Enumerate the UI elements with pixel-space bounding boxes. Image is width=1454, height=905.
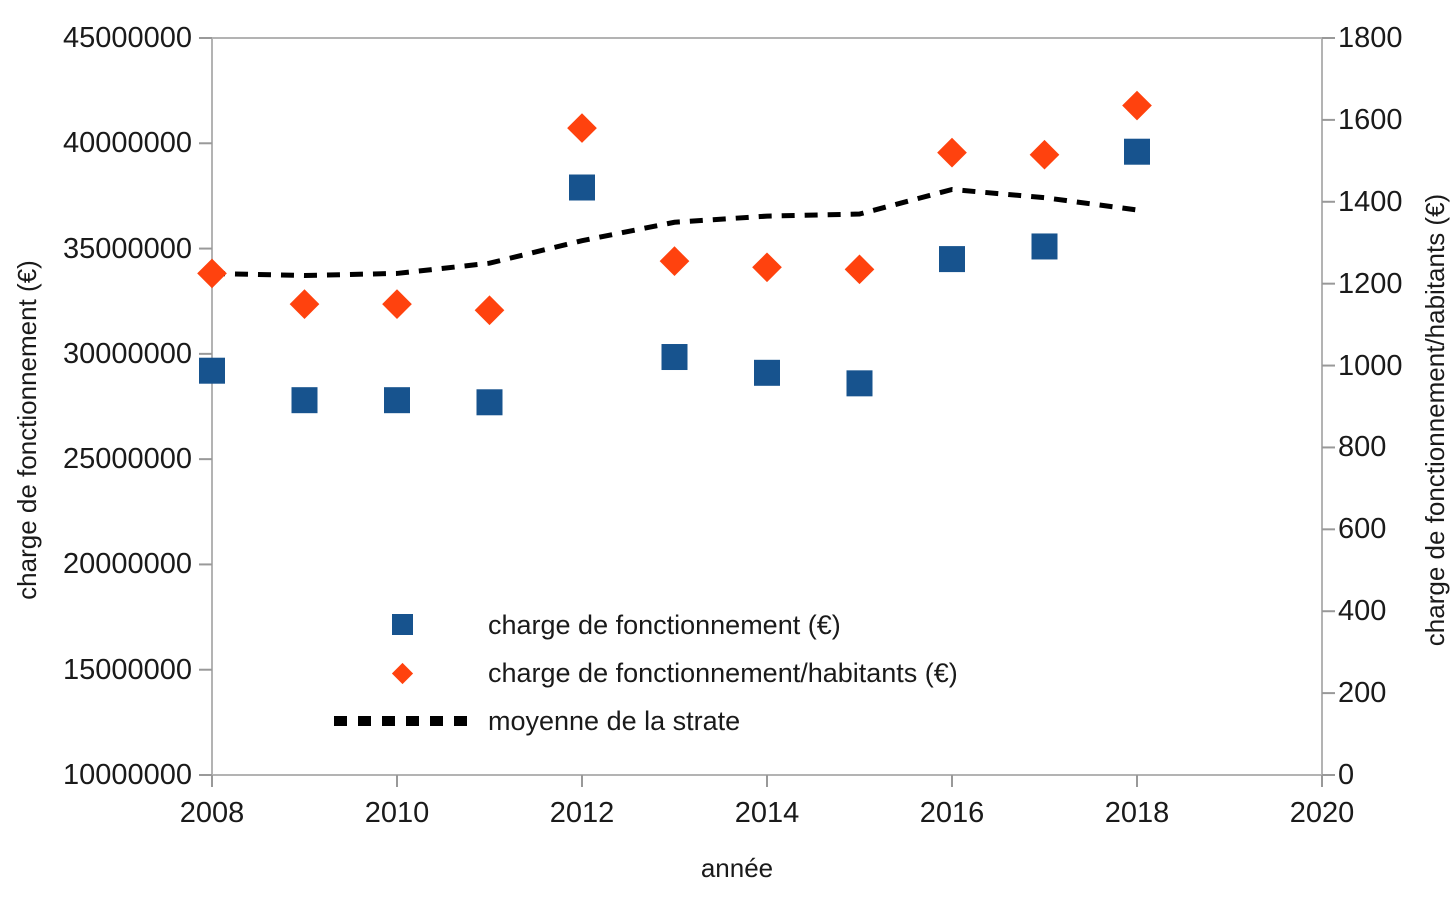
x-tick-label: 2014 — [734, 797, 800, 829]
data-point-fonctionnement-2015 — [846, 370, 873, 397]
y-left-tick-label: 15000000 — [62, 653, 192, 686]
y-right-tick-label: 1200 — [1338, 267, 1403, 300]
y-right-tick-label: 1600 — [1338, 103, 1403, 136]
y-right-tick-label: 800 — [1338, 431, 1387, 464]
data-point-habitants-2018 — [1122, 90, 1152, 121]
data-point-habitants-2008 — [197, 258, 227, 289]
data-point-habitants-2009 — [289, 289, 320, 319]
data-point-fonctionnement-2008 — [199, 357, 225, 384]
x-axis-title: année — [700, 853, 774, 883]
data-point-fonctionnement-2013 — [661, 344, 688, 371]
data-point-fonctionnement-2010 — [384, 387, 410, 414]
legend-label-fonctionnement: charge de fonctionnement (€) — [488, 610, 841, 640]
y-left-tick-label: 20000000 — [62, 548, 192, 581]
data-point-habitants-2013 — [659, 246, 690, 276]
y-axis-left-title: charge de fonctionnement (€) — [12, 260, 42, 600]
y-right-tick-label: 200 — [1338, 677, 1387, 710]
legend-label-habitants: charge de fonctionnement/habitants (€) — [488, 658, 958, 688]
y-left-tick-label: 25000000 — [62, 443, 192, 476]
legend-label-moyenne: moyenne de la strate — [488, 706, 741, 736]
data-point-habitants-2015 — [844, 254, 875, 285]
series-moyenne-line — [211, 186, 1138, 278]
data-point-fonctionnement-2014 — [754, 359, 780, 386]
data-point-habitants-2011 — [474, 295, 505, 326]
y-left-tick-label: 10000000 — [62, 759, 192, 791]
data-point-fonctionnement-2016 — [939, 246, 965, 273]
y-left-tick-label: 45000000 — [62, 22, 192, 54]
data-point-habitants-2016 — [937, 137, 967, 168]
data-point-fonctionnement-2018 — [1124, 138, 1150, 165]
data-point-fonctionnement-2009 — [291, 387, 318, 414]
data-point-fonctionnement-2011 — [476, 389, 503, 416]
y-axis-right-title: charge de fonctionnement/habitants (€) — [1420, 193, 1450, 647]
x-tick-label: 2018 — [1104, 797, 1170, 829]
y-right-tick-label: 400 — [1338, 595, 1387, 628]
legend-dashed-line-icon — [334, 716, 473, 726]
data-point-fonctionnement-2012 — [569, 174, 595, 201]
legend-square-marker-icon — [392, 614, 413, 635]
y-left-tick-label: 35000000 — [62, 232, 192, 265]
x-tick-label: 2010 — [364, 797, 430, 829]
x-tick-label: 2020 — [1289, 797, 1355, 829]
y-right-tick-label: 1400 — [1338, 185, 1403, 218]
y-left-tick-label: 30000000 — [62, 337, 192, 370]
x-tick-label: 2012 — [549, 797, 615, 829]
y-left-tick-label: 40000000 — [62, 127, 192, 160]
y-right-tick-label: 1000 — [1338, 349, 1403, 382]
y-right-tick-label: 0 — [1338, 759, 1355, 791]
data-point-habitants-2014 — [752, 252, 782, 283]
y-right-tick-label: 1800 — [1338, 22, 1403, 54]
x-tick-label: 2008 — [179, 797, 245, 829]
x-tick-label: 2016 — [919, 797, 985, 829]
data-point-habitants-2012 — [567, 113, 597, 143]
data-point-habitants-2010 — [382, 289, 412, 319]
y-right-tick-label: 600 — [1338, 513, 1387, 546]
data-point-habitants-2017 — [1029, 139, 1060, 170]
data-point-fonctionnement-2017 — [1031, 233, 1058, 260]
